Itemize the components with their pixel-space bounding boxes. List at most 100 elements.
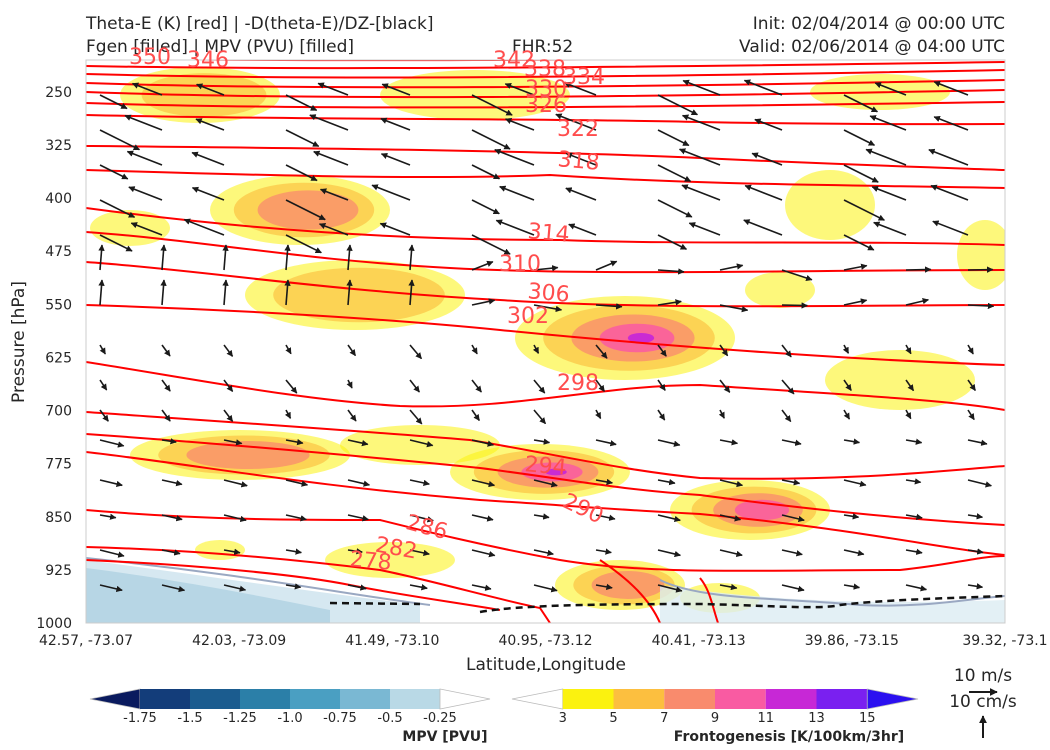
- x-axis: 42.57, -73.07 42.03, -73.09 41.49, -73.10 4…: [39, 633, 1048, 649]
- wind-vector: [408, 279, 415, 306]
- wind-vector: [495, 219, 535, 236]
- wind-vector: [595, 344, 608, 359]
- wind-vector: [124, 114, 163, 131]
- wind-vector: [533, 264, 559, 272]
- wind-vector: [223, 409, 234, 422]
- wind-vector: [99, 234, 133, 252]
- y-tick-label: 550: [45, 297, 72, 313]
- wind-vector: [657, 164, 692, 183]
- wind-vector: [160, 279, 167, 306]
- wind-vector: [99, 199, 136, 218]
- mpv-fill: [86, 557, 1005, 623]
- wind-vector: [781, 439, 802, 446]
- theta-e-contour-label: 310: [499, 252, 541, 277]
- wind-vector: [471, 479, 496, 488]
- x-tick-label: 39.86, -73.15: [805, 633, 899, 649]
- wind-vector: [657, 514, 681, 523]
- fgen-colorbar-label: Frontogenesis [K/100km/3hr]: [674, 729, 904, 745]
- theta-e-contour-label: 334: [563, 65, 605, 90]
- wind-vector: [223, 439, 243, 446]
- wind-vector: [905, 409, 912, 420]
- y-tick-label: 700: [45, 404, 72, 420]
- wind-vector: [161, 479, 183, 487]
- wind-vector: [285, 234, 322, 254]
- colorbar-segment: [89, 688, 141, 710]
- theta-e-contour-label: 314: [527, 219, 571, 248]
- wind-vector: [678, 148, 721, 166]
- fgen-contour-fill: [745, 272, 815, 308]
- wind-vector: [657, 268, 685, 275]
- wind-vector: [568, 223, 597, 236]
- theta-e-contour: [86, 411, 1005, 480]
- wind-vector: [347, 548, 363, 555]
- wind-vector: [781, 514, 805, 523]
- theta-e-contour: [599, 559, 661, 623]
- wind-vector: [843, 263, 868, 271]
- wind-vector: [128, 186, 163, 201]
- fgen-contour-fill: [273, 267, 445, 323]
- colorbar-tick-label: -1.25: [223, 711, 257, 726]
- fgen-contour-fill: [785, 170, 875, 240]
- mpv-negative-fill: [86, 568, 330, 623]
- wind-vector: [781, 479, 801, 486]
- wind-vector: [130, 222, 163, 236]
- wind-vector: [284, 279, 291, 306]
- colorbar-tick-label: 9: [711, 711, 719, 726]
- theta-e-contour-label: 338: [524, 57, 566, 82]
- theta-e-contour: [86, 69, 1005, 79]
- wind-vector: [319, 188, 349, 201]
- vertical-reference-label: 10 cm/s: [949, 692, 1017, 712]
- wind-vector: [160, 244, 167, 271]
- wind-vector: [183, 218, 225, 236]
- wind-vector: [161, 549, 181, 556]
- y-tick-label: 850: [45, 510, 72, 526]
- wind-vector: [657, 299, 682, 306]
- colorbar-tick-label: 5: [609, 711, 617, 726]
- theta-e-contour-label: 326: [525, 93, 567, 118]
- fgen-contour-fill: [545, 468, 567, 476]
- wind-vector: [967, 344, 974, 355]
- wind-vector: [681, 114, 721, 131]
- wind-vector: [223, 344, 234, 357]
- wind-vector: [865, 148, 907, 166]
- y-axis: 250 325 400 475 550 625 700 775 850 925 1000: [36, 85, 72, 632]
- fgen-contour-fill: [340, 425, 500, 465]
- wind-vector: [595, 548, 612, 555]
- wind-vector: [409, 479, 430, 487]
- wind-vector: [657, 199, 693, 218]
- wind-vector: [161, 379, 171, 392]
- fgen-contour-fill: [627, 332, 655, 344]
- wind-vector: [930, 184, 969, 201]
- wind-vector: [223, 548, 241, 555]
- theta-e-contour: [699, 577, 719, 623]
- wind-vector: [284, 244, 291, 271]
- theta-e-contour: [86, 89, 1005, 99]
- wind-vector: [99, 479, 123, 488]
- wind-vector: [99, 129, 141, 151]
- wind-vector: [347, 439, 369, 447]
- fhr-label: FHR:52: [512, 37, 574, 57]
- theta-e-contour: [86, 509, 1005, 572]
- wind-vector: [843, 583, 861, 590]
- theta-e-contour: [86, 261, 1005, 308]
- wind-vector: [905, 584, 928, 592]
- y-tick-label: 325: [45, 138, 72, 154]
- wind-vector: [222, 244, 229, 271]
- wind-vectors: [98, 79, 995, 593]
- wind-vector: [504, 118, 535, 131]
- colorbar-tick-label: 13: [808, 711, 825, 726]
- wind-vector: [347, 584, 367, 591]
- colorbar-segment: [390, 689, 440, 709]
- wind-vector: [285, 548, 302, 555]
- x-tick-label: 41.49, -73.10: [345, 633, 439, 649]
- wind-vector: [874, 82, 907, 96]
- wind-vector: [843, 199, 885, 221]
- wind-vector: [533, 549, 554, 557]
- colorbar-segment: [664, 689, 715, 709]
- wind-vector: [223, 479, 248, 488]
- theta-e-contour: [86, 101, 1005, 109]
- wind-vector: [99, 409, 109, 422]
- wind-vector: [657, 379, 666, 391]
- colorbar-tick-label: 7: [660, 711, 668, 726]
